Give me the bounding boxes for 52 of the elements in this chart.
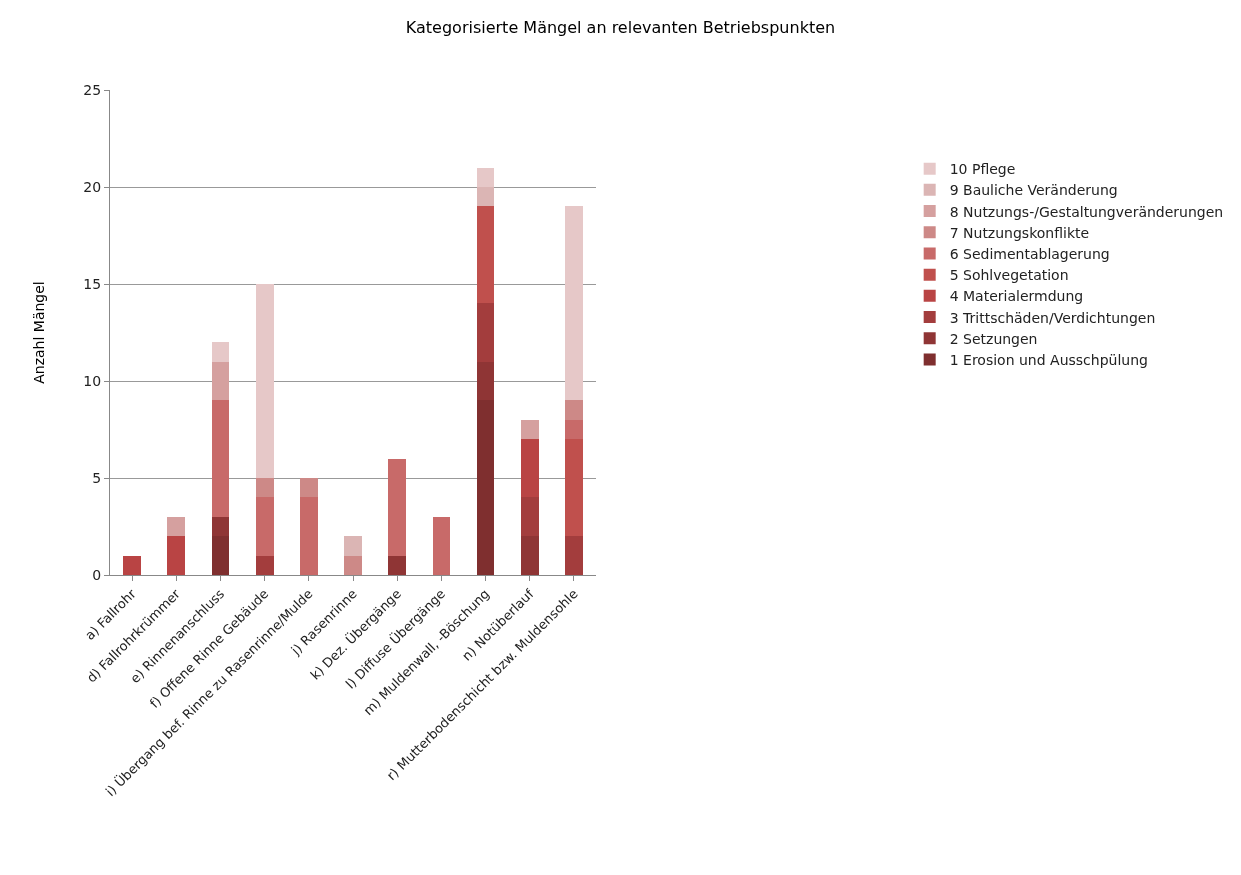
bar [255,284,274,478]
legend-label: 10 Pflege [949,161,1016,178]
bar [211,361,230,401]
bar [211,342,230,362]
bar [520,439,539,498]
legend-label: 5 Sohlvegetation [949,267,1069,284]
bar [565,536,583,575]
legend-label: 2 Setzungen [949,330,1038,347]
bar [476,206,495,304]
y-tick-label: 15 [83,275,102,292]
bar [123,555,141,575]
bar [344,536,362,556]
bar [211,536,230,575]
bar [476,167,495,187]
legend-label: 8 Nutzungs-/Gestaltungveränderungen [949,203,1224,220]
bar [476,400,495,575]
y-tick-label: 25 [83,81,102,98]
bar [476,187,495,207]
bar [565,206,583,401]
legend-label: 7 Nutzungskonflikte [949,224,1090,241]
bar [520,419,539,440]
bar [520,536,539,575]
bar [300,478,318,498]
y-axis-title: Anzahl Mängel [30,281,47,384]
bar [388,458,407,556]
bar [565,400,583,420]
bar [255,555,274,575]
bar [167,536,186,575]
legend-label: 1 Erosion und Ausschpülung [949,351,1148,368]
legend-label: 4 Materialermdung [949,288,1084,305]
y-tick-label: 10 [83,372,102,389]
bar [476,361,495,401]
bar [167,516,186,537]
bar [565,439,583,537]
y-tick-label: 20 [83,178,102,195]
legend-label: 6 Sedimentablagerung [949,245,1110,262]
bar [211,400,230,517]
bar [565,419,583,440]
y-tick-label: 5 [92,469,102,486]
bar [388,555,407,575]
bar [255,478,274,498]
bar [211,516,230,537]
bar [255,497,274,556]
legend-label: 9 Bauliche Veränderung [949,182,1118,199]
legend-label: 3 Trittschäden/Verdichtungen [949,309,1156,326]
bar [476,303,495,362]
y-tick-label: 0 [92,566,102,583]
bar [520,497,539,537]
bar [432,516,451,575]
bar [344,555,362,575]
chart-title: Kategorisierte Mängel an relevanten Betriebspunkten [405,18,836,38]
bar [300,497,318,575]
